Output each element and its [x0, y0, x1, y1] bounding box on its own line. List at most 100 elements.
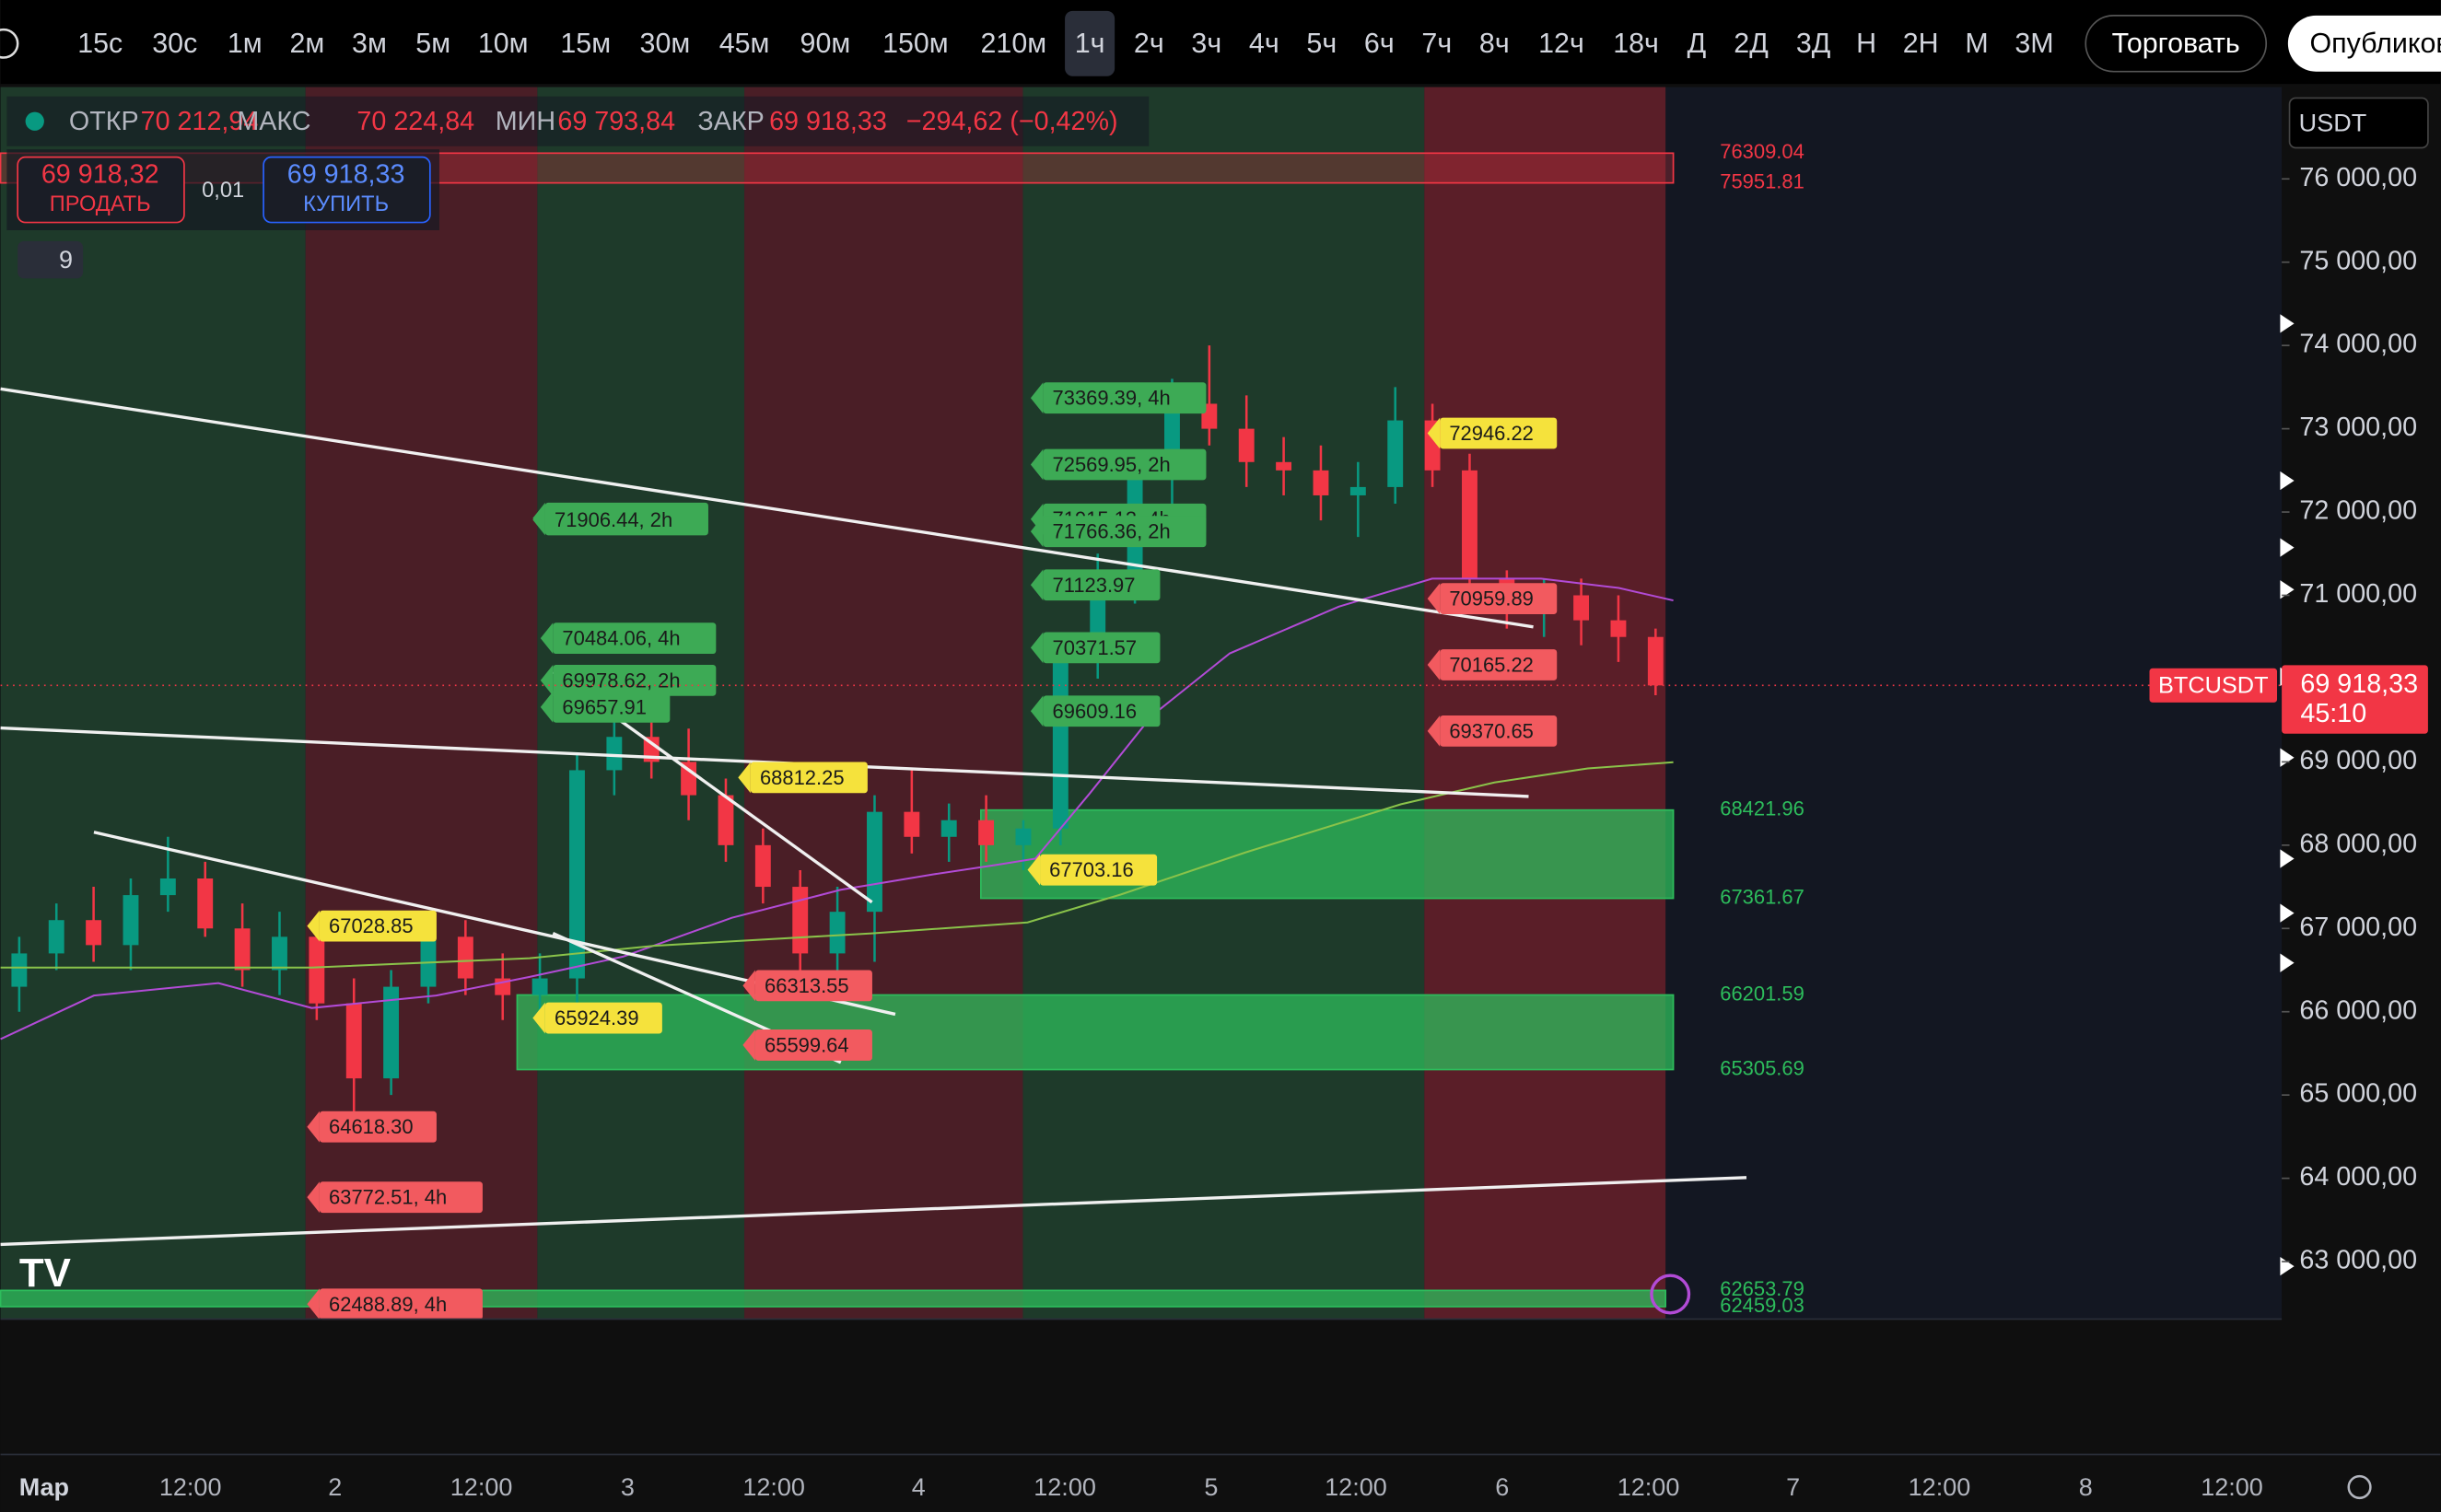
interval-button[interactable]: 10м: [478, 28, 529, 59]
level-pointer: [1427, 715, 1441, 747]
level-label: 65599.64: [765, 1033, 849, 1056]
price-tick-label: 66 000,00: [2299, 995, 2417, 1025]
interval-button[interactable]: 2м: [289, 28, 324, 59]
candle-body: [1573, 595, 1590, 621]
line-end-arrow: [2280, 849, 2295, 868]
level-pointer: [738, 762, 751, 794]
level-pointer: [540, 664, 554, 696]
level-pointer: [1030, 382, 1044, 414]
interval-button[interactable]: 12ч: [1538, 28, 1584, 59]
settings-icon[interactable]: [2347, 1474, 2372, 1500]
interval-button[interactable]: 6ч: [1364, 28, 1395, 59]
zone-bottom-label: 75951.81: [1720, 169, 1804, 192]
moving-average: [0, 577, 1674, 1041]
currency: USDT: [2299, 109, 2367, 136]
interval-button[interactable]: 15м: [560, 28, 611, 59]
candle-body: [1387, 420, 1404, 487]
publish-button[interactable]: Опубликовать: [2310, 28, 2441, 59]
candle-body: [309, 936, 325, 1004]
interval-button[interactable]: 45м: [719, 28, 770, 59]
indicators-toggle[interactable]: [18, 240, 84, 279]
interval-button[interactable]: 3ч: [1191, 28, 1221, 59]
interval-button[interactable]: 90м: [800, 28, 851, 59]
interval-button[interactable]: 1ч: [1075, 28, 1105, 59]
interval-button[interactable]: 30м: [640, 28, 691, 59]
alert-icon[interactable]: [1650, 1274, 1691, 1315]
zone-bottom-label: 67361.67: [1720, 885, 1804, 908]
level-pointer: [1427, 417, 1441, 449]
price-tag-bg: [2282, 665, 2428, 734]
zone-top-label: 66201.59: [1720, 982, 1804, 1005]
interval-button[interactable]: 7ч: [1421, 28, 1452, 59]
interval-button[interactable]: Д: [1688, 28, 1707, 59]
interval-button[interactable]: 3м: [352, 28, 387, 59]
level-pointer: [307, 1181, 320, 1214]
trend-line: [0, 387, 1534, 629]
candle-body: [86, 920, 102, 946]
level-box: [1043, 516, 1207, 548]
level-box: [319, 1288, 483, 1320]
level-box: [319, 910, 437, 942]
level-label: 72569.95, 2h: [1053, 453, 1171, 476]
level-label: 71906.44, 2h: [555, 508, 672, 531]
moving-average: [0, 761, 1674, 969]
price-tick-label: 65 000,00: [2299, 1079, 2417, 1109]
zone-top-label: 62653.79: [1720, 1277, 1804, 1300]
add-icon[interactable]: [0, 28, 19, 59]
level-pointer: [742, 1029, 755, 1061]
zone-bottom-label: 62459.03: [1720, 1294, 1804, 1317]
level-label: 72946.22: [1449, 422, 1534, 445]
interval-button[interactable]: 5ч: [1306, 28, 1337, 59]
interval-button[interactable]: 210м: [981, 28, 1047, 59]
candle-body: [1313, 470, 1329, 495]
interval-button[interactable]: 2Н: [1903, 28, 1939, 59]
logo: TV: [19, 1250, 71, 1296]
sell-label[interactable]: ПРОДАТЬ: [50, 192, 151, 216]
candle-body: [345, 1003, 362, 1079]
line-end-arrow: [2280, 538, 2295, 557]
buy-price[interactable]: 69 918,33: [287, 159, 405, 189]
level-label: 62488.89, 4h: [329, 1293, 447, 1316]
candle-body: [867, 811, 882, 913]
interval-button[interactable]: 5м: [415, 28, 450, 59]
level-label: 67703.16: [1049, 858, 1134, 881]
interval-button[interactable]: Н: [1856, 28, 1876, 59]
session-bands: [0, 87, 1666, 1320]
interval-button[interactable]: 1м: [228, 28, 263, 59]
level-box: [1440, 649, 1558, 680]
level-box: [1440, 417, 1558, 449]
level-pointer: [532, 504, 545, 536]
interval-button[interactable]: 30с: [152, 28, 197, 59]
level-label: 70165.22: [1449, 653, 1534, 676]
candle-body: [1052, 653, 1069, 829]
interval-button[interactable]: 3М: [2015, 28, 2053, 59]
time-label: 12:00: [159, 1473, 222, 1501]
interval-button[interactable]: 18ч: [1613, 28, 1659, 59]
buy-label[interactable]: КУПИТЬ: [303, 192, 389, 216]
candle-body: [272, 936, 287, 971]
candle-body: [531, 978, 548, 995]
legend-value: 69 793,84: [557, 107, 675, 136]
interval-button[interactable]: 150м: [882, 28, 949, 59]
level-label: 65924.39: [555, 1006, 639, 1029]
level-label: 71766.36, 2h: [1053, 520, 1171, 543]
toolbar: [0, 0, 2441, 85]
interval-button[interactable]: 15с: [77, 28, 123, 59]
currency-selector[interactable]: [2288, 97, 2429, 149]
sell-price[interactable]: 69 918,32: [41, 159, 159, 189]
level-box: [754, 970, 872, 1002]
active-interval: [1065, 10, 1115, 76]
interval-button[interactable]: 2Д: [1734, 28, 1769, 59]
interval-button[interactable]: 8ч: [1479, 28, 1510, 59]
interval-button[interactable]: М: [1965, 28, 1988, 59]
legend-bg: [6, 96, 1150, 146]
trade-button[interactable]: Торговать: [2112, 28, 2240, 59]
interval-button[interactable]: 4ч: [1249, 28, 1279, 59]
time-label: 12:00: [1618, 1473, 1680, 1501]
time-label: 12:00: [1909, 1473, 1971, 1501]
interval-button[interactable]: 3Д: [1796, 28, 1831, 59]
candle-body: [904, 811, 920, 837]
interval-button[interactable]: 2ч: [1134, 28, 1164, 59]
